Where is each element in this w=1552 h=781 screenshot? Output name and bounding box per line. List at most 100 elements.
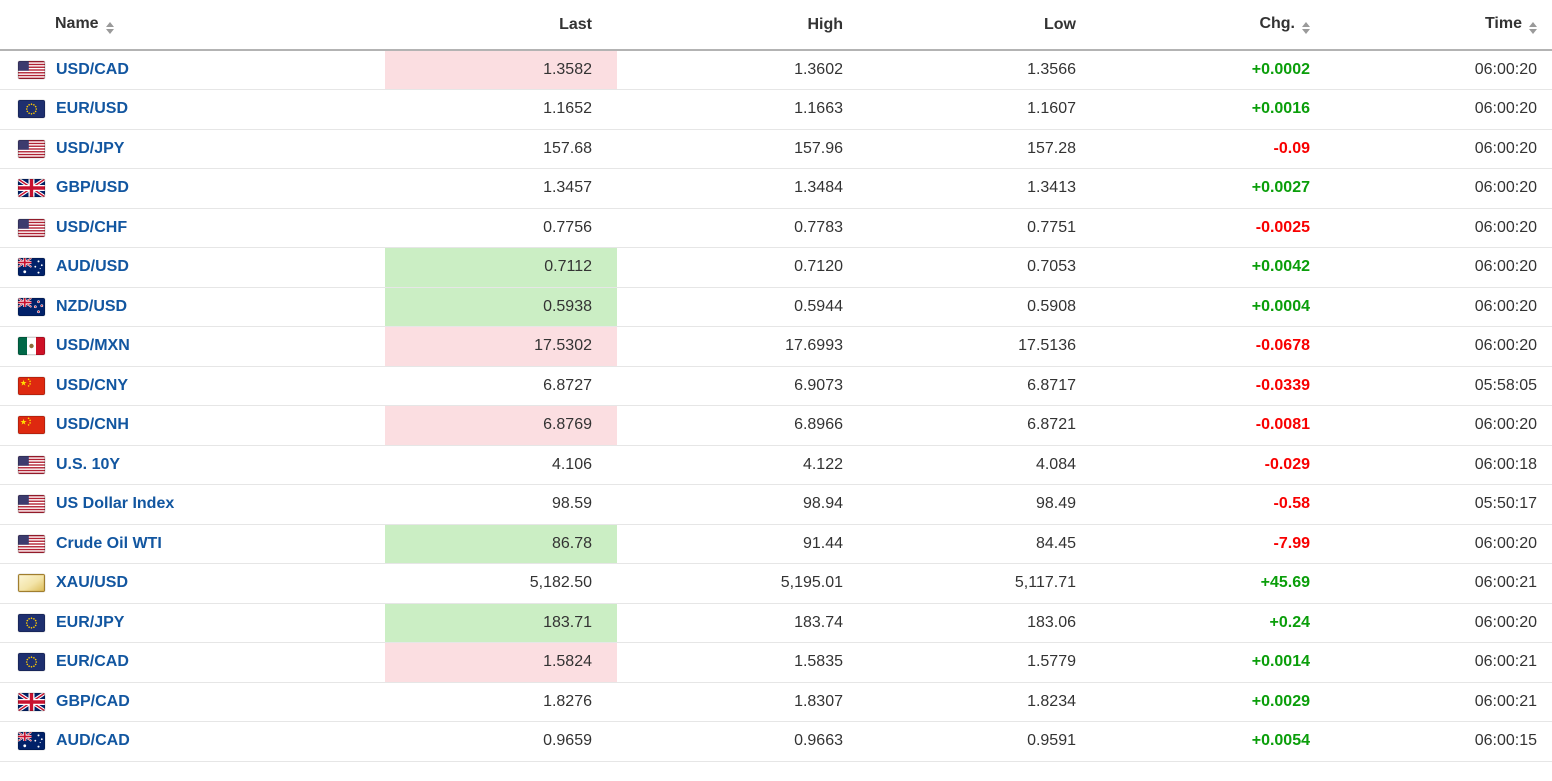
column-header-label: Last [559,15,592,33]
low-value: 98.49 [868,484,1101,525]
time-value: 06:00:15 [1335,721,1552,762]
column-header-chg[interactable]: Chg. [1101,0,1335,51]
cn-flag-icon [18,376,45,395]
low-value: 157.28 [868,129,1101,169]
low-value: 4.084 [868,445,1101,485]
time-value: 06:00:20 [1335,603,1552,643]
column-header-high[interactable]: High [617,0,868,51]
table-header-row: Name Last High Low Chg. Time [0,0,1552,51]
last-value: 1.5824 [385,642,617,683]
us-flag-icon [18,61,45,79]
time-value: 06:00:20 [1335,287,1552,327]
last-value: 1.1652 [385,89,617,130]
high-value: 1.1663 [617,89,868,130]
column-header-label: Name [55,15,99,32]
pair-link[interactable]: USD/JPY [56,139,125,157]
column-header-low[interactable]: Low [868,0,1101,51]
pair-link[interactable]: USD/CAD [56,61,129,78]
name-cell: US Dollar Index [0,484,385,525]
last-value: 4.106 [385,445,617,485]
table-row-gbp-usd: GBP/USD 1.3457 1.3484 1.3413 +0.0027 06:00:20 [0,168,1552,209]
low-value: 0.7053 [868,247,1101,288]
au-flag-icon [18,258,45,277]
table-row-usd-cad: USD/CAD 1.3582 1.3602 1.3566 +0.0002 06:00:20 [0,50,1552,90]
time-value: 05:50:17 [1335,484,1552,525]
pair-link[interactable]: AUD/CAD [56,732,130,750]
change-value: +0.0042 [1101,247,1335,288]
last-value: 1.8276 [385,682,617,722]
pair-link[interactable]: EUR/CAD [56,653,129,671]
high-value: 0.7783 [617,208,868,248]
name-cell: USD/JPY [0,129,385,169]
last-value: 6.8769 [385,405,617,446]
table-row-gbp-cad: GBP/CAD 1.8276 1.8307 1.8234 +0.0029 06:00:21 [0,682,1552,722]
pair-link[interactable]: USD/CHF [56,218,128,236]
high-value: 1.3602 [617,50,868,90]
us-flag-icon [18,218,45,237]
last-value: 98.59 [385,484,617,525]
column-header-last[interactable]: Last [385,0,617,51]
us-flag-icon [18,455,45,474]
pair-link[interactable]: GBP/USD [56,179,129,197]
table-row-usd-cnh: USD/CNH 6.8769 6.8966 6.8721 -0.0081 06:00:20 [0,405,1552,446]
time-value: 06:00:20 [1335,524,1552,564]
change-value: +0.24 [1101,603,1335,643]
last-value: 0.9659 [385,721,617,762]
time-value: 06:00:21 [1335,563,1552,604]
high-value: 6.8966 [617,405,868,446]
eu-flag-icon [18,100,45,119]
table-row-aud-cad: AUD/CAD 0.9659 0.9663 0.9591 +0.0054 06:00:15 [0,721,1552,762]
pair-link[interactable]: EUR/JPY [56,613,125,631]
time-value: 06:00:20 [1335,50,1552,90]
time-value: 06:00:20 [1335,247,1552,288]
name-cell: NZD/USD [0,287,385,327]
nz-flag-icon [18,297,45,316]
last-value: 6.8727 [385,366,617,406]
change-value: -0.0678 [1101,326,1335,367]
last-value: 0.5938 [385,287,617,327]
pair-link[interactable]: AUD/USD [56,258,129,276]
cn-flag-icon [18,416,45,435]
pair-link[interactable]: USD/CNH [56,416,129,434]
high-value: 17.6993 [617,326,868,367]
sort-icon [1302,22,1310,34]
pair-link[interactable]: Crude Oil WTI [56,534,162,552]
pair-link[interactable]: U.S. 10Y [56,455,121,473]
column-header-label: Time [1484,15,1522,32]
name-cell: USD/CAD [0,50,385,90]
eu-flag-icon [18,653,45,672]
name-cell: GBP/USD [0,168,385,209]
last-value: 0.7756 [385,208,617,248]
pair-link[interactable]: NZD/USD [56,297,128,315]
high-value: 4.122 [617,445,868,485]
table-row-usd-cny: USD/CNY 6.8727 6.9073 6.8717 -0.0339 05:58:05 [0,366,1552,406]
low-value: 6.8721 [868,405,1101,446]
au-flag-icon [18,732,45,751]
last-value: 1.3582 [385,50,617,90]
last-value: 0.7112 [385,247,617,288]
pair-link[interactable]: USD/CNY [56,376,129,394]
high-value: 0.5944 [617,287,868,327]
table-row-aud-usd: AUD/USD 0.7112 0.7120 0.7053 +0.0042 06:00:20 [0,247,1552,288]
high-value: 1.5835 [617,642,868,683]
pair-link[interactable]: EUR/USD [56,100,129,118]
low-value: 1.5779 [868,642,1101,683]
column-header-time[interactable]: Time [1335,0,1552,51]
pair-link[interactable]: US Dollar Index [56,495,175,513]
time-value: 06:00:21 [1335,642,1552,683]
name-cell: EUR/JPY [0,603,385,643]
sort-icon [105,22,114,34]
last-value: 183.71 [385,603,617,643]
table-row-usd-mxn: USD/MXN 17.5302 17.6993 17.5136 -0.0678 06:00… [0,326,1552,367]
low-value: 1.3566 [868,50,1101,90]
change-value: +0.0029 [1101,682,1335,722]
pair-link[interactable]: XAU/USD [56,574,129,592]
time-value: 06:00:21 [1335,682,1552,722]
high-value: 5,195.01 [617,563,868,604]
us-flag-icon [18,534,45,553]
column-header-name[interactable]: Name [0,0,385,51]
pair-link[interactable]: GBP/CAD [56,692,130,710]
name-cell: XAU/USD [0,563,385,604]
low-value: 1.1607 [868,89,1101,130]
pair-link[interactable]: USD/MXN [56,337,130,355]
